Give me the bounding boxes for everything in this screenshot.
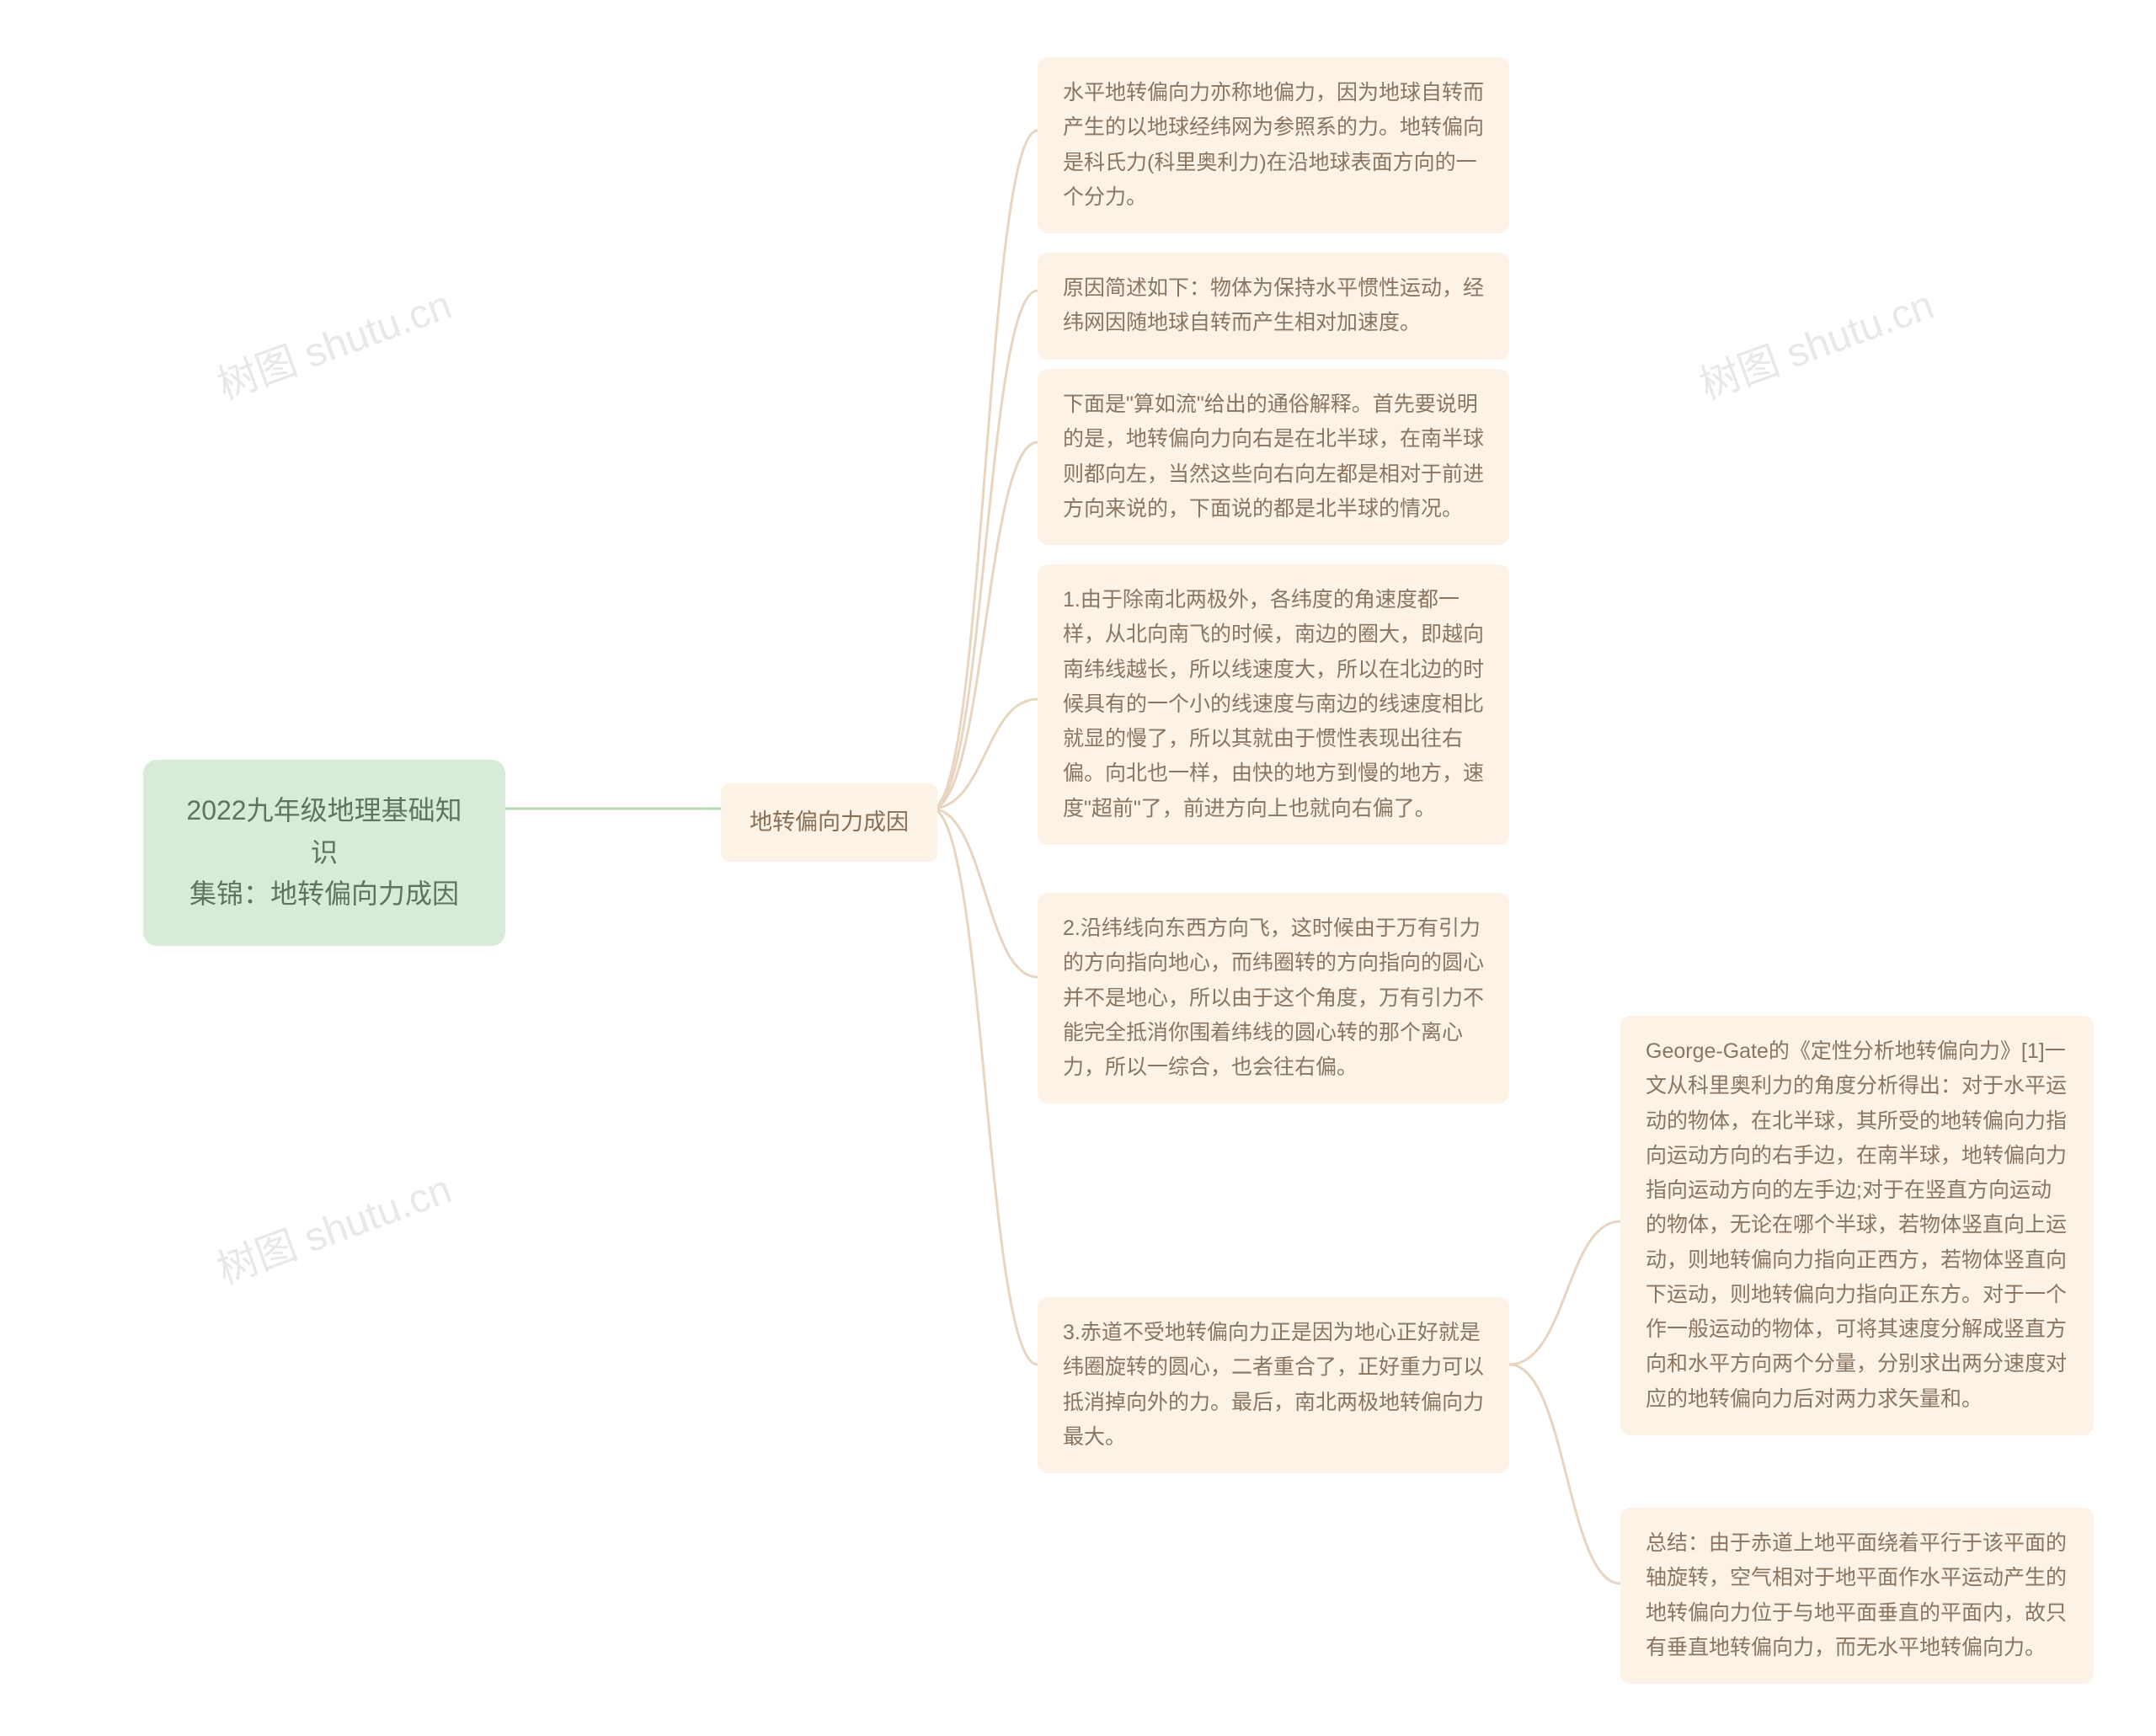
leaf-node-6[interactable]: 3.赤道不受地转偏向力正是因为地心正好就是纬圈旋转的圆心，二者重合了，正好重力可… xyxy=(1038,1297,1509,1473)
root-node[interactable]: 2022九年级地理基础知识 集锦：地转偏向力成因 xyxy=(143,760,505,946)
grandleaf-node-2[interactable]: 总结：由于赤道上地平面绕着平行于该平面的轴旋转，空气相对于地平面作水平运动产生的… xyxy=(1620,1508,2094,1684)
root-line2: 集锦：地转偏向力成因 xyxy=(179,873,470,916)
grandleaf-node-1[interactable]: George-Gate的《定性分析地转偏向力》[1]一文从科里奥利力的角度分析得… xyxy=(1620,1016,2094,1435)
sub-node[interactable]: 地转偏向力成因 xyxy=(721,783,937,862)
watermark: 树图 shutu.cn xyxy=(208,271,458,410)
watermark: 树图 shutu.cn xyxy=(208,1156,458,1295)
watermark: 树图 shutu.cn xyxy=(1690,271,1940,410)
leaf-node-4[interactable]: 1.由于除南北两极外，各纬度的角速度都一样，从北向南飞的时候，南边的圈大，即越向… xyxy=(1038,564,1509,845)
leaf-node-5[interactable]: 2.沿纬线向东西方向飞，这时候由于万有引力的方向指向地心，而纬圈转的方向指向的圆… xyxy=(1038,893,1509,1103)
leaf-node-2[interactable]: 原因简述如下：物体为保持水平惯性运动，经纬网因随地球自转而产生相对加速度。 xyxy=(1038,253,1509,360)
leaf-node-3[interactable]: 下面是"算如流"给出的通俗解释。首先要说明的是，地转偏向力向右是在北半球，在南半… xyxy=(1038,369,1509,545)
root-line1: 2022九年级地理基础知识 xyxy=(179,790,470,873)
leaf-node-1[interactable]: 水平地转偏向力亦称地偏力，因为地球自转而产生的以地球经纬网为参照系的力。地转偏向… xyxy=(1038,57,1509,233)
